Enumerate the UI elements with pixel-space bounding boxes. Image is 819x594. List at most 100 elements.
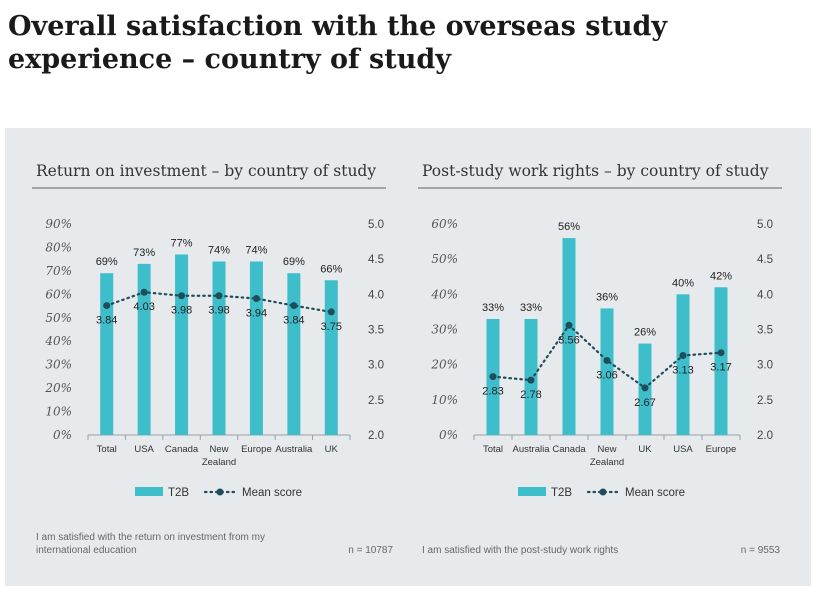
bar [562, 238, 576, 435]
y2-tick-label: 2.5 [757, 395, 773, 407]
legend-bar-label: T2B [168, 487, 189, 499]
mean-score-label: 4.03 [133, 301, 154, 313]
mean-score-label: 2.78 [520, 389, 541, 401]
y2-tick-label: 3.0 [368, 360, 384, 372]
mean-score-point [527, 376, 535, 384]
mean-score-point [178, 292, 186, 300]
y2-tick-label: 3.5 [757, 325, 773, 337]
y-tick-label: 90% [45, 217, 72, 231]
x-tick-label: Zealand [590, 457, 624, 468]
legend-line-marker [599, 488, 607, 496]
y-tick-label: 20% [44, 381, 72, 395]
bar [676, 294, 690, 435]
bar [287, 273, 301, 435]
bar [714, 287, 728, 435]
x-tick-label: Europe [241, 444, 272, 455]
bar-value-label: 77% [171, 237, 193, 249]
bar-value-label: 33% [482, 302, 504, 314]
mean-score-label: 3.98 [171, 305, 192, 317]
mean-score-point [717, 349, 725, 357]
bar [100, 273, 114, 435]
bar-value-label: 36% [596, 291, 618, 303]
mean-score-point [290, 302, 298, 310]
mean-score-point [603, 356, 611, 364]
x-tick-label: UK [325, 444, 339, 455]
y-tick-label: 20% [430, 358, 458, 372]
bar-value-label: 33% [520, 302, 542, 314]
y-tick-label: 40% [430, 287, 458, 301]
sample-size-label: n = 9553 [741, 545, 781, 556]
bar [175, 254, 189, 435]
y-tick-label: 10% [45, 405, 72, 419]
chart-1: Return on investment – by country of stu… [32, 162, 393, 556]
bar [324, 280, 338, 435]
sample-size-label: n = 10787 [348, 545, 393, 556]
y-tick-label: 50% [431, 252, 458, 266]
bar-value-label: 40% [672, 277, 694, 289]
x-tick-label: Australia [513, 444, 551, 455]
legend: T2B Mean score [518, 487, 685, 499]
bar-value-label: 56% [558, 221, 580, 233]
y2-tick-label: 3.0 [757, 360, 773, 372]
x-tick-label: USA [673, 444, 693, 455]
legend-line-label: Mean score [625, 487, 685, 499]
mean-score-point [489, 373, 497, 381]
x-tick-label: Europe [706, 444, 737, 455]
bar-value-label: 69% [96, 256, 118, 268]
page-title-line-1: Overall satisfaction with the overseas s… [8, 11, 668, 42]
bar-value-label: 66% [320, 263, 342, 275]
y-tick-label: 40% [44, 334, 72, 348]
x-tick-label: UK [638, 444, 652, 455]
mean-score-label: 3.94 [246, 308, 267, 320]
mean-score-label: 3.56 [558, 334, 579, 346]
mean-score-point [215, 292, 223, 300]
bar-value-label: 26% [634, 327, 656, 339]
y-tick-label: 30% [45, 358, 72, 372]
y2-tick-label: 2.5 [368, 395, 384, 407]
bar [137, 263, 151, 435]
x-tick-label: Total [483, 444, 503, 455]
footnote: international education [36, 545, 137, 556]
legend: T2B Mean score [135, 487, 302, 499]
x-tick-label: New [209, 444, 228, 455]
footnote: I am satisfied with the return on invest… [36, 532, 265, 543]
x-tick-label: Total [97, 444, 117, 455]
y-tick-label: 50% [45, 311, 72, 325]
mean-score-label: 2.67 [634, 397, 655, 409]
y-tick-label: 60% [431, 217, 458, 231]
mean-score-label: 3.98 [208, 305, 229, 317]
mean-score-label: 3.13 [672, 365, 693, 377]
mean-score-point [252, 295, 260, 303]
y2-tick-label: 4.5 [368, 254, 384, 266]
y2-tick-label: 3.5 [368, 325, 384, 337]
bar [600, 308, 614, 435]
x-tick-label: Australia [275, 444, 313, 455]
y-tick-label: 60% [45, 287, 72, 301]
mean-score-point [679, 352, 687, 360]
y2-tick-label: 4.0 [368, 289, 384, 301]
mean-score-point [641, 384, 649, 392]
bar [212, 261, 226, 435]
y-tick-label: 70% [45, 264, 72, 278]
mean-score-label: 3.06 [596, 369, 617, 381]
chart-title: Post-study work rights – by country of s… [422, 162, 769, 180]
bar-value-label: 74% [208, 245, 230, 257]
legend-bar-swatch [518, 487, 546, 496]
page-title-line-2: experience – country of study [8, 44, 451, 75]
mean-score-label: 3.75 [321, 321, 342, 333]
mean-score-label: 3.17 [710, 362, 731, 374]
y-tick-label: 30% [431, 323, 458, 337]
bar-value-label: 74% [245, 245, 267, 257]
x-tick-label: USA [134, 444, 154, 455]
x-tick-label: New [597, 444, 616, 455]
legend-bar-label: T2B [551, 487, 572, 499]
bar [249, 261, 263, 435]
y-tick-label: 10% [431, 393, 458, 407]
mean-score-point [140, 288, 148, 296]
footnote: I am satisfied with the post-study work … [422, 545, 618, 556]
y2-tick-label: 2.0 [757, 430, 773, 442]
mean-score-point [565, 321, 573, 329]
y-tick-label: 0% [439, 428, 458, 442]
y2-tick-label: 5.0 [757, 219, 773, 231]
